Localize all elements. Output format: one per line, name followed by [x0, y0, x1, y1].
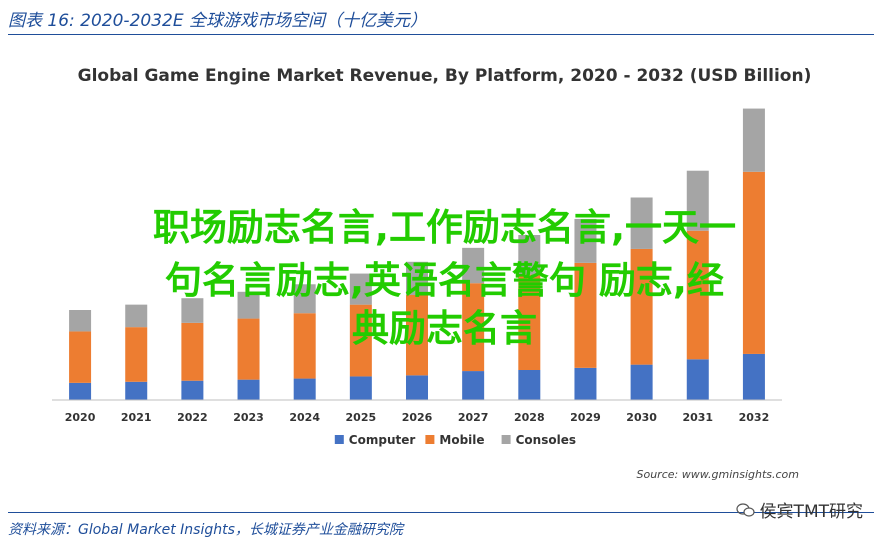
chart-title: Global Game Engine Market Revenue, By Pl… [77, 66, 812, 86]
bar-computer-2021 [125, 381, 148, 400]
legend-swatch-computer [334, 435, 344, 444]
overlay-text-line-1: 职场励志名言,工作励志名言,一天一 [152, 206, 737, 249]
bar-consoles-2027 [462, 247, 485, 284]
bar-mobile-2025 [349, 304, 372, 377]
bar-mobile-2030 [630, 248, 653, 365]
x-tick-label: 2024 [289, 411, 320, 424]
bar-computer-2028 [518, 370, 541, 400]
bar-consoles-2020 [69, 310, 92, 332]
bar-computer-2022 [181, 380, 204, 400]
legend-label-mobile: Mobile [439, 433, 484, 447]
x-tick-label: 2026 [402, 411, 433, 424]
bar-mobile-2032 [742, 171, 765, 354]
legend-swatch-mobile [425, 435, 435, 444]
bar-consoles-2029 [574, 218, 597, 263]
x-tick-label: 2029 [570, 411, 601, 424]
bar-consoles-2032 [742, 108, 765, 172]
bar-consoles-2030 [630, 197, 653, 249]
x-tick-label: 2027 [458, 411, 489, 424]
x-tick-label: 2025 [346, 411, 377, 424]
bar-computer-2023 [237, 379, 260, 400]
bar-computer-2031 [686, 359, 709, 400]
bar-mobile-2027 [462, 283, 485, 372]
bar-mobile-2020 [69, 331, 92, 383]
x-tick-label: 2023 [233, 411, 264, 424]
bar-consoles-2022 [181, 298, 204, 323]
bar-mobile-2028 [518, 274, 541, 370]
overlay-text-line-3: 典励志名言 [352, 307, 537, 350]
bar-computer-2030 [630, 364, 653, 400]
bar-mobile-2029 [574, 262, 597, 368]
chart-source-note: Source: www.gminsights.com [636, 468, 799, 481]
wechat-icon [735, 502, 755, 517]
bar-consoles-2023 [237, 291, 260, 319]
footer-rule [8, 512, 874, 513]
bar-mobile-2031 [686, 230, 709, 360]
x-tick-label: 2032 [739, 411, 770, 424]
watermark: 侯宾TMT研究 [735, 497, 863, 522]
bar-computer-2024 [293, 378, 316, 400]
bar-consoles-2031 [686, 170, 709, 231]
bar-computer-2026 [406, 375, 428, 400]
footer-source: 资料来源：Global Market Insights，长城证券产业金融研究院 [8, 522, 403, 538]
bar-consoles-2026 [406, 261, 428, 295]
bar-computer-2032 [742, 353, 765, 400]
figure-header: 图表 16: 2020-2032E 全球游戏市场空间（十亿美元） [8, 11, 427, 31]
bar-consoles-2024 [293, 284, 316, 314]
bar-consoles-2021 [125, 304, 148, 328]
x-tick-label: 2022 [177, 411, 208, 424]
bar-computer-2027 [462, 371, 485, 400]
bar-mobile-2024 [293, 313, 316, 379]
bar-mobile-2026 [406, 295, 428, 376]
x-tick-label: 2030 [626, 411, 657, 424]
overlay-text-line-2: 句名言励志,英语名言警句 励志,经 [165, 259, 724, 302]
bar-computer-2025 [349, 376, 372, 400]
bar-computer-2020 [69, 382, 92, 400]
x-tick-label: 2020 [65, 411, 96, 424]
legend-label-consoles: Consoles [516, 433, 576, 447]
x-tick-label: 2021 [121, 411, 152, 424]
legend-label-computer: Computer [349, 433, 416, 447]
bar-consoles-2025 [349, 273, 372, 305]
bar-computer-2029 [574, 367, 597, 400]
bar-mobile-2022 [181, 322, 204, 381]
bar-consoles-2028 [518, 235, 541, 275]
x-tick-label: 2031 [682, 411, 713, 424]
legend-swatch-consoles [501, 435, 511, 444]
bar-mobile-2023 [237, 318, 260, 380]
watermark-text: 侯宾TMT研究 [759, 502, 863, 522]
header-rule [8, 34, 874, 35]
x-tick-label: 2028 [514, 411, 545, 424]
bar-mobile-2021 [125, 327, 148, 382]
